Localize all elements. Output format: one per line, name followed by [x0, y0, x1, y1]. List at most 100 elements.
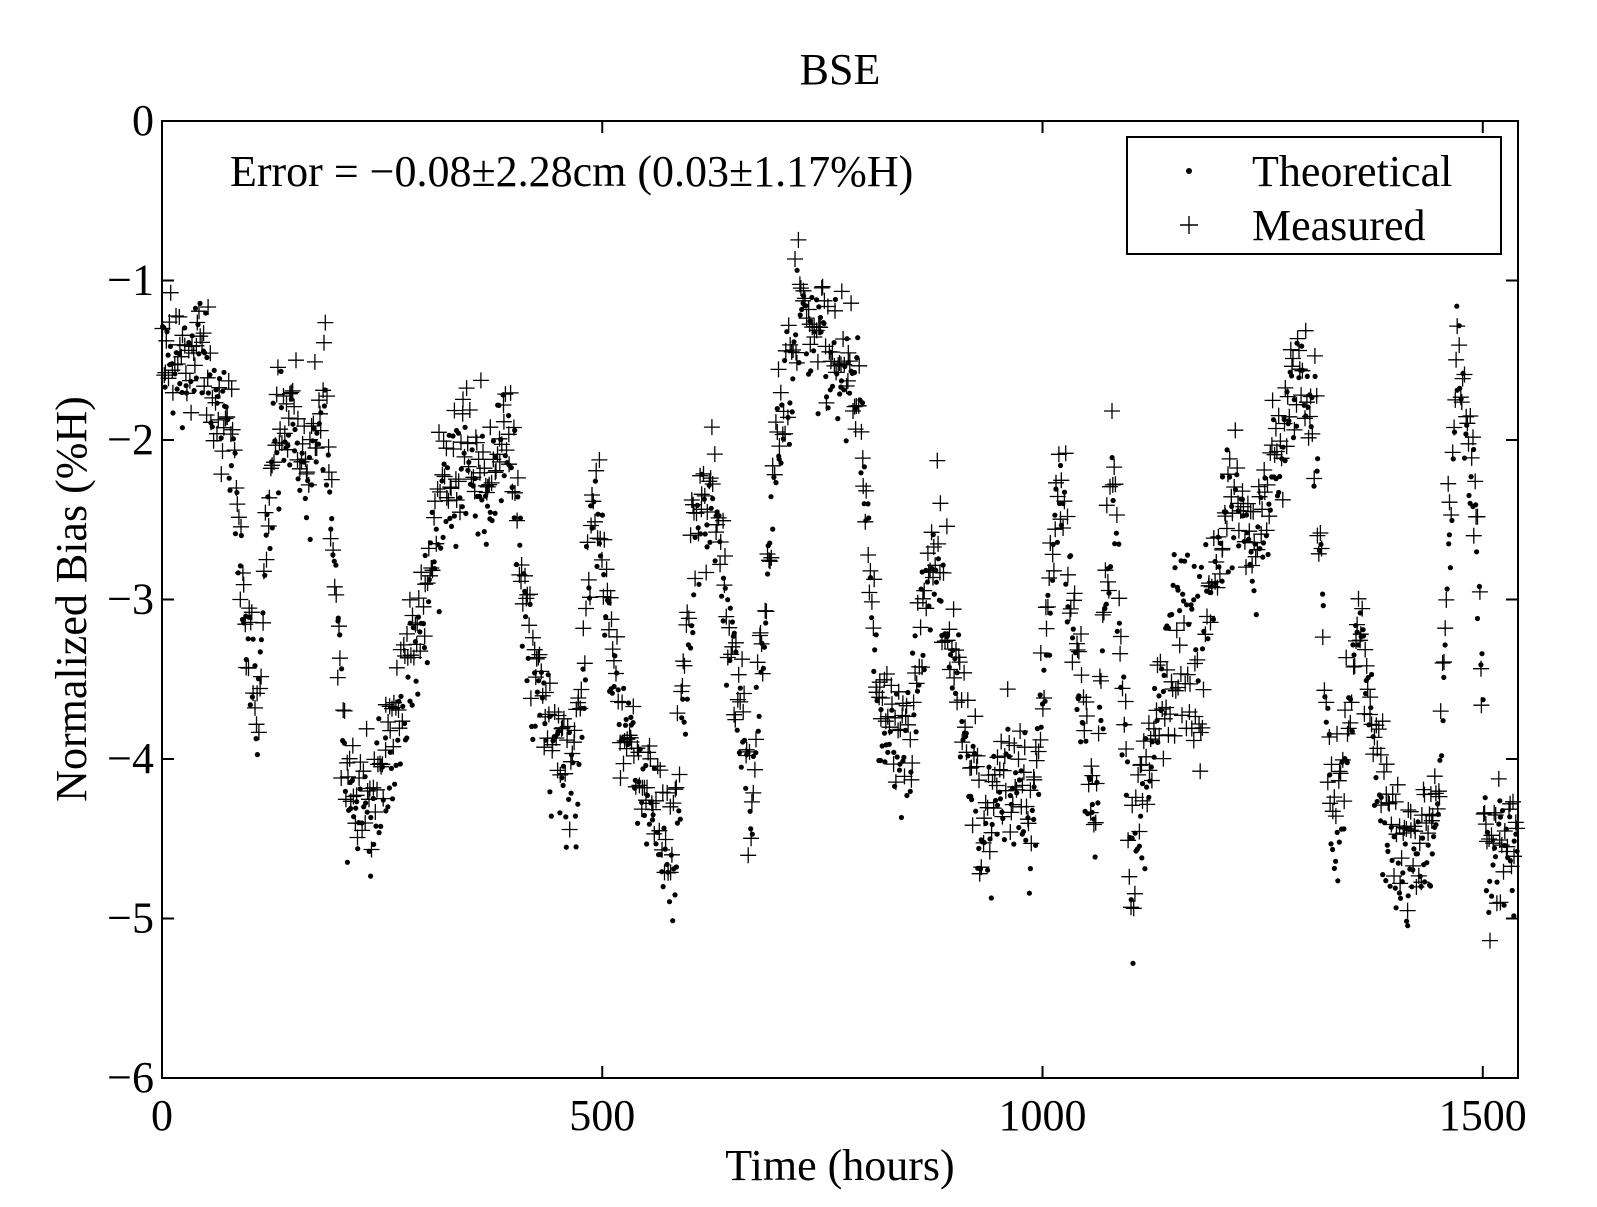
data-point-measured	[217, 410, 234, 427]
data-point-theoretical	[409, 702, 415, 708]
data-point-measured	[553, 720, 570, 737]
data-point-measured	[1469, 508, 1486, 525]
data-point-measured	[250, 724, 267, 741]
data-point-theoretical	[1181, 598, 1187, 604]
data-point-theoretical	[933, 579, 940, 585]
data-point-measured	[621, 727, 638, 744]
data-point-theoretical	[335, 615, 341, 621]
data-point-measured	[306, 353, 323, 370]
data-point-measured	[609, 628, 625, 645]
data-point-measured	[408, 636, 425, 653]
data-point-measured	[1210, 528, 1227, 545]
data-point-measured	[967, 708, 984, 725]
data-point-measured	[601, 621, 617, 638]
x-tick-label: 0	[151, 1091, 173, 1140]
data-point-measured	[407, 616, 424, 633]
data-point-measured	[1481, 831, 1498, 847]
data-point-measured	[385, 738, 402, 755]
data-point-measured	[792, 280, 809, 297]
data-point-theoretical	[832, 296, 839, 303]
data-point-measured	[402, 647, 419, 664]
data-point-measured	[1083, 758, 1100, 775]
data-point-measured	[522, 586, 538, 603]
data-point-theoretical	[1195, 678, 1201, 684]
data-point-theoretical	[1041, 667, 1047, 673]
data-point-theoretical	[1144, 784, 1150, 790]
data-point-measured	[240, 660, 257, 677]
data-point-theoretical	[1068, 553, 1074, 559]
data-point-measured	[858, 482, 875, 499]
data-point-measured	[1166, 727, 1183, 744]
data-point-theoretical	[1385, 848, 1391, 855]
data-point-theoretical	[710, 496, 716, 502]
data-point-theoretical	[1189, 606, 1195, 612]
data-point-theoretical	[926, 603, 932, 609]
data-point-theoretical	[681, 719, 687, 725]
data-point-measured	[824, 344, 841, 361]
data-point-measured	[241, 600, 258, 617]
data-point-measured	[559, 718, 576, 735]
data-point-measured	[434, 466, 451, 483]
data-point-theoretical	[1123, 792, 1129, 798]
data-point-measured	[1301, 408, 1318, 425]
data-point-theoretical	[192, 305, 199, 311]
data-point-measured	[969, 747, 986, 764]
data-point-theoretical	[1100, 726, 1106, 732]
data-point-measured	[608, 665, 624, 682]
data-point-theoretical	[1380, 872, 1386, 878]
data-point-measured	[1449, 318, 1466, 335]
data-point-measured	[835, 331, 852, 347]
data-point-measured	[1032, 645, 1049, 661]
data-point-measured	[1483, 827, 1500, 844]
data-point-measured	[213, 466, 230, 483]
data-point-measured	[712, 556, 729, 573]
data-point-theoretical	[1360, 627, 1366, 633]
data-point-measured	[438, 489, 455, 506]
data-point-measured	[596, 531, 613, 548]
data-point-theoretical	[1330, 846, 1336, 853]
data-point-measured	[877, 713, 894, 730]
data-point-measured	[994, 808, 1011, 825]
data-point-measured	[1057, 445, 1074, 462]
data-point-measured	[1376, 763, 1392, 780]
data-point-theoretical	[611, 683, 617, 690]
data-point-measured	[591, 451, 608, 468]
data-point-measured	[1053, 472, 1070, 489]
data-point-theoretical	[1054, 539, 1060, 545]
data-point-measured	[783, 343, 800, 360]
data-point-measured	[311, 392, 327, 409]
data-point-measured	[1304, 425, 1321, 442]
data-point-measured	[795, 282, 812, 299]
data-point-measured	[687, 570, 704, 587]
data-point-measured	[456, 448, 473, 465]
data-point-measured	[1085, 816, 1102, 833]
data-point-measured	[1386, 868, 1402, 884]
data-point-theoretical	[855, 335, 861, 341]
data-point-theoretical	[866, 515, 872, 521]
data-point-measured	[463, 471, 480, 488]
data-point-measured	[604, 641, 621, 658]
data-point-theoretical	[453, 543, 459, 550]
data-point-measured	[659, 784, 676, 801]
data-point-theoretical	[397, 761, 403, 767]
data-point-measured	[1312, 525, 1329, 541]
data-point-measured	[1437, 620, 1454, 637]
data-point-measured	[679, 604, 696, 621]
legend-label-measured: Measured	[1252, 201, 1426, 250]
data-point-theoretical	[1112, 541, 1118, 547]
data-point-theoretical	[1400, 870, 1406, 876]
data-point-theoretical	[462, 424, 468, 430]
data-point-theoretical	[424, 660, 430, 666]
data-point-theoretical	[250, 636, 256, 642]
data-point-measured	[344, 737, 361, 754]
data-point-theoretical	[1507, 858, 1513, 864]
data-point-measured	[622, 729, 639, 746]
data-point-measured	[1245, 503, 1262, 520]
data-point-measured	[619, 731, 636, 748]
data-point-theoretical	[885, 749, 891, 756]
data-point-measured	[1473, 697, 1490, 714]
data-point-measured	[735, 703, 752, 720]
data-point-theoretical	[976, 845, 982, 852]
data-point-theoretical	[524, 678, 530, 684]
data-point-measured	[1322, 795, 1339, 812]
